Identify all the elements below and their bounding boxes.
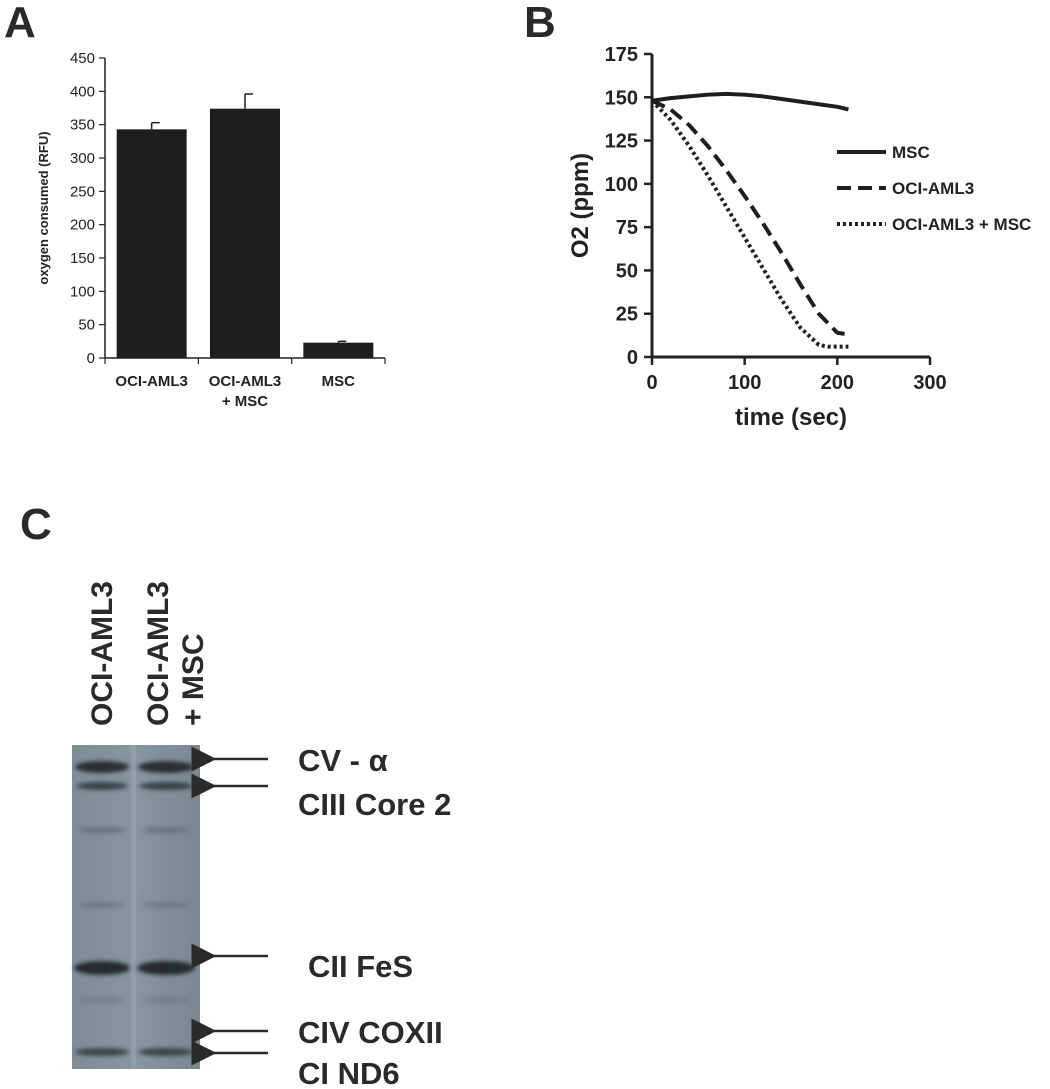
legend-label: OCI-AML3 + MSC	[892, 215, 1031, 234]
x-tick-label: OCI-AML3	[209, 373, 282, 390]
panel-b-label: B	[524, 0, 556, 47]
y-tick-label: 25	[616, 304, 638, 326]
lane-label-1: OCI-AML3	[86, 581, 119, 726]
bar	[210, 108, 280, 359]
y-tick-label: 75	[616, 217, 638, 239]
blot-image	[72, 745, 200, 1069]
x-tick-label: 200	[821, 372, 854, 394]
y-tick-label: 450	[70, 50, 95, 67]
y-tick-label: 125	[605, 131, 638, 153]
band-label-cv: CV - α	[298, 743, 388, 778]
western-blot-panel: OCI-AML3 OCI-AML3 + MSC CV - α CIII Core…	[72, 581, 451, 1089]
y-tick-label: 50	[78, 317, 95, 334]
y-tick-label: 150	[70, 250, 95, 267]
series-line	[651, 98, 849, 337]
legend-label: MSC	[892, 143, 930, 162]
band-label-ci: CI ND6	[298, 1056, 400, 1089]
y-axis-title: O2 (ppm)	[567, 153, 594, 258]
y-tick-label: 100	[605, 174, 638, 196]
band-labels: CV - α CIII Core 2 CII FeS CIV COXII CI …	[298, 743, 451, 1089]
panel-c-label: C	[20, 500, 52, 549]
y-tick-label: 300	[70, 150, 95, 167]
x-tick-label: OCI-AML3	[115, 373, 188, 390]
series-line	[650, 99, 849, 349]
x-tick-label: 300	[913, 372, 946, 394]
y-tick-label: 175	[605, 44, 638, 66]
y-tick-label: 50	[616, 260, 638, 282]
band-label-cii: CII FeS	[308, 949, 413, 984]
band-arrows	[191, 746, 268, 1066]
x-tick-label: 100	[728, 372, 761, 394]
lane-label-2b: + MSC	[177, 633, 210, 726]
y-tick-label: 200	[70, 217, 95, 234]
line-chart: 0 25 50 75 100 125 150 175 0 100 200 300 time (sec) O…	[567, 44, 1031, 431]
x-axis-title: time (sec)	[735, 404, 847, 431]
y-tick-label: 0	[627, 347, 638, 369]
legend-label: OCI-AML3	[892, 179, 974, 198]
band-label-ciii: CIII Core 2	[298, 787, 451, 822]
panel-a-label: A	[4, 0, 36, 47]
x-tick-label: + MSC	[222, 393, 268, 410]
x-tick-label: MSC	[322, 373, 356, 390]
bar-chart: 0 50 100 150 200 250 300 350 400 450 OCI-AML3 OCI-A…	[36, 50, 386, 410]
y-tick-label: 0	[87, 350, 95, 367]
y-tick-label: 400	[70, 83, 95, 100]
bar	[303, 342, 374, 358]
y-tick-label: 250	[70, 183, 95, 200]
bar	[116, 129, 187, 358]
lane-label-2: OCI-AML3	[142, 581, 175, 726]
band-label-civ: CIV COXII	[298, 1015, 443, 1050]
y-tick-label: 350	[70, 117, 95, 134]
y-tick-label: 100	[70, 283, 95, 300]
x-tick-label: 0	[646, 372, 657, 394]
series-line	[651, 91, 849, 112]
lane-labels: OCI-AML3 OCI-AML3 + MSC	[86, 581, 210, 726]
y-tick-label: 150	[605, 87, 638, 109]
y-axis-title: oxygen consumed (RFU)	[36, 131, 51, 284]
